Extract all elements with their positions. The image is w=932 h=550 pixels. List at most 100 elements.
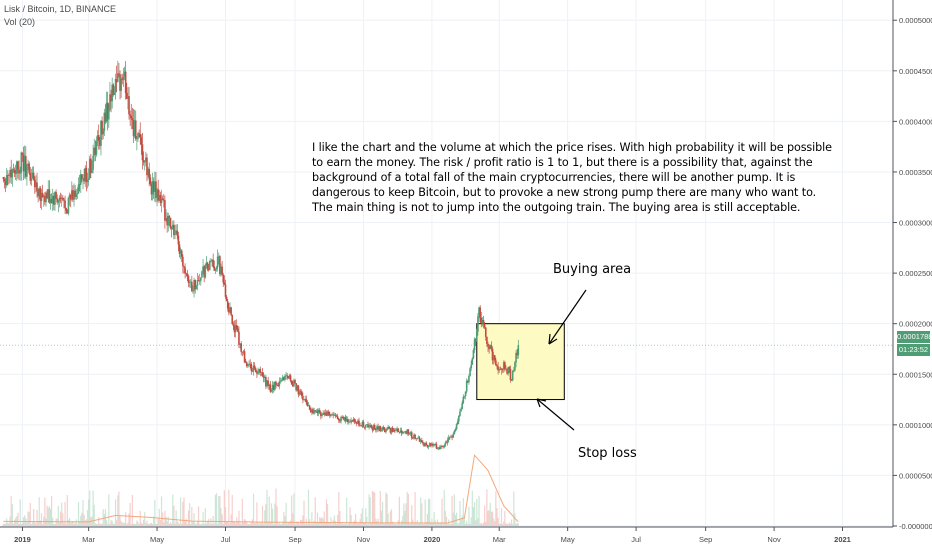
candle-body — [150, 184, 153, 195]
volume-bar — [491, 511, 494, 526]
volume-bar — [457, 523, 459, 526]
volume-bar — [75, 519, 77, 526]
candle-body — [470, 364, 472, 369]
volume-bar — [355, 513, 357, 526]
candle-body — [242, 351, 245, 353]
candle-body — [206, 262, 209, 270]
volume-bar — [321, 517, 323, 526]
volume-bar — [398, 496, 400, 526]
volume-bar — [17, 512, 19, 526]
volume-bar — [230, 514, 232, 526]
candle-body — [342, 417, 345, 420]
volume-bar — [475, 520, 477, 526]
buying-area-arrow — [548, 289, 587, 345]
volume-bar — [254, 523, 256, 526]
candle-body — [132, 119, 135, 137]
volume-bar — [39, 520, 41, 526]
volume-bar — [103, 513, 105, 526]
candle-body — [232, 323, 235, 326]
candle-body — [94, 147, 97, 155]
volume-bar — [174, 523, 176, 526]
volume-bar — [77, 501, 80, 526]
candle-body — [407, 429, 410, 434]
volume-bar — [48, 506, 50, 526]
volume-bar — [324, 522, 326, 526]
candle-body — [469, 368, 471, 376]
volume-bar — [292, 513, 294, 526]
volume-bar — [339, 511, 341, 526]
volume-bar — [328, 522, 330, 526]
volume-bar — [192, 520, 194, 526]
volume-bar — [406, 491, 408, 526]
volume-bar — [221, 514, 223, 526]
candle-body — [75, 194, 78, 197]
volume-bar — [123, 522, 126, 526]
candle-body — [481, 320, 484, 323]
volume-bar — [387, 513, 389, 526]
candle-body — [201, 271, 203, 278]
candle-body — [101, 120, 103, 135]
candle-body — [418, 437, 421, 442]
candle-body — [335, 415, 338, 417]
volume-bar — [417, 523, 420, 526]
candle-body — [265, 377, 267, 387]
volume-bar — [55, 518, 57, 526]
volume-bar — [508, 522, 510, 526]
volume-bar — [231, 494, 233, 526]
volume-bar — [121, 522, 123, 526]
candle-body — [69, 195, 72, 200]
volume-bar — [199, 523, 201, 526]
candle-body — [83, 178, 85, 182]
volume-bar — [148, 523, 150, 526]
candle-body — [178, 244, 181, 254]
volume-bar — [146, 520, 148, 526]
candle-body — [500, 368, 503, 370]
volume-bar — [381, 501, 384, 526]
candle-body — [354, 421, 357, 423]
volume-bar — [186, 523, 188, 526]
volume-bar — [215, 493, 218, 526]
candle-body — [421, 440, 423, 443]
volume-bar — [188, 503, 191, 526]
candle-body — [383, 429, 386, 433]
candle-body — [495, 360, 497, 366]
candle-body — [456, 421, 459, 425]
x-tick-label: Sep — [288, 535, 301, 544]
candle-body — [409, 432, 412, 434]
candle-body — [33, 179, 36, 188]
candle-body — [109, 94, 111, 110]
candle-body — [355, 422, 358, 424]
x-tick-label: May — [561, 535, 575, 544]
volume-bar — [65, 523, 67, 526]
candle-body — [111, 84, 113, 102]
volume-bar — [330, 517, 332, 526]
volume-bar — [516, 522, 518, 526]
candle-body — [392, 429, 395, 432]
candle-body — [442, 446, 444, 448]
volume-bar — [401, 520, 403, 526]
volume-bar — [95, 523, 98, 526]
y-tick-label: -0.0000000 — [899, 522, 932, 531]
volume-bar — [35, 523, 37, 526]
volume-bar — [462, 498, 464, 526]
volume-bar — [407, 493, 409, 526]
candle-body — [257, 370, 259, 374]
candle-body — [139, 133, 142, 138]
candle-body — [460, 408, 462, 412]
volume-bar — [423, 523, 425, 526]
candle-body — [314, 410, 317, 412]
candle-body — [467, 380, 469, 383]
candle-body — [459, 411, 461, 416]
candle-body — [371, 427, 374, 431]
volume-bar — [431, 518, 433, 526]
volume-bar — [155, 523, 157, 526]
candle-body — [87, 178, 90, 180]
volume-bar — [114, 499, 117, 526]
candle-body — [180, 250, 183, 257]
candle-body — [244, 362, 247, 363]
candle-body — [304, 398, 306, 400]
volume-bar — [53, 523, 55, 526]
volume-bar — [444, 510, 446, 526]
candle-body — [385, 429, 387, 433]
